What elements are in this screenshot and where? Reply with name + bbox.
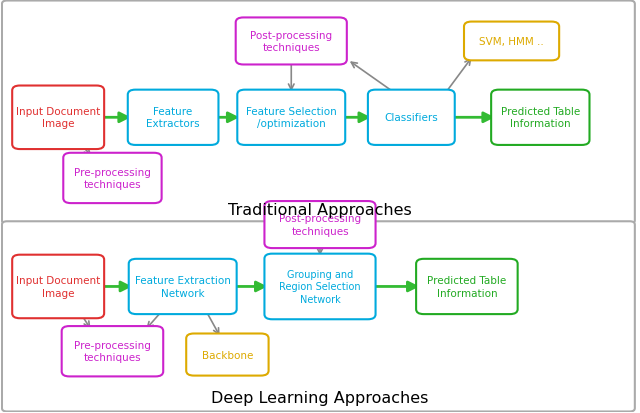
FancyBboxPatch shape xyxy=(186,334,269,376)
Text: Backbone: Backbone xyxy=(202,350,253,360)
Text: Predicted Table
Information: Predicted Table Information xyxy=(428,275,506,298)
Text: Traditional Approaches: Traditional Approaches xyxy=(228,203,412,218)
Text: Pre-processing
techniques: Pre-processing techniques xyxy=(74,167,151,190)
FancyBboxPatch shape xyxy=(491,90,589,145)
FancyBboxPatch shape xyxy=(129,259,237,314)
Text: Input Document
Image: Input Document Image xyxy=(16,107,100,129)
Text: Feature Extraction
Network: Feature Extraction Network xyxy=(135,275,230,298)
Text: Input Document
Image: Input Document Image xyxy=(16,275,100,298)
Text: Feature Selection
/optimization: Feature Selection /optimization xyxy=(246,107,337,129)
FancyBboxPatch shape xyxy=(12,255,104,318)
FancyBboxPatch shape xyxy=(464,22,559,61)
FancyBboxPatch shape xyxy=(2,222,635,411)
Text: SVM, HMM ..: SVM, HMM .. xyxy=(479,37,544,47)
Text: Classifiers: Classifiers xyxy=(385,113,438,123)
Text: Pre-processing
techniques: Pre-processing techniques xyxy=(74,340,151,363)
FancyBboxPatch shape xyxy=(128,90,218,145)
FancyBboxPatch shape xyxy=(63,153,162,204)
FancyBboxPatch shape xyxy=(2,2,635,224)
FancyBboxPatch shape xyxy=(368,90,455,145)
FancyBboxPatch shape xyxy=(264,202,376,249)
FancyBboxPatch shape xyxy=(236,19,347,65)
Text: Post-processing
techniques: Post-processing techniques xyxy=(279,214,361,236)
Text: Grouping and
Region Selection
Network: Grouping and Region Selection Network xyxy=(279,269,361,304)
FancyBboxPatch shape xyxy=(264,254,376,320)
Text: Post-processing
techniques: Post-processing techniques xyxy=(250,31,332,53)
FancyBboxPatch shape xyxy=(237,90,345,145)
Text: Predicted Table
Information: Predicted Table Information xyxy=(500,107,580,129)
Text: Feature
Extractors: Feature Extractors xyxy=(147,107,200,129)
FancyBboxPatch shape xyxy=(12,86,104,150)
Text: Deep Learning Approaches: Deep Learning Approaches xyxy=(211,390,429,405)
FancyBboxPatch shape xyxy=(416,259,518,314)
FancyBboxPatch shape xyxy=(61,326,163,377)
